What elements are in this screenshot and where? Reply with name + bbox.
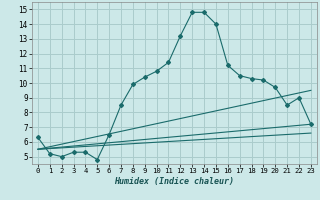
X-axis label: Humidex (Indice chaleur): Humidex (Indice chaleur) (115, 177, 234, 186)
